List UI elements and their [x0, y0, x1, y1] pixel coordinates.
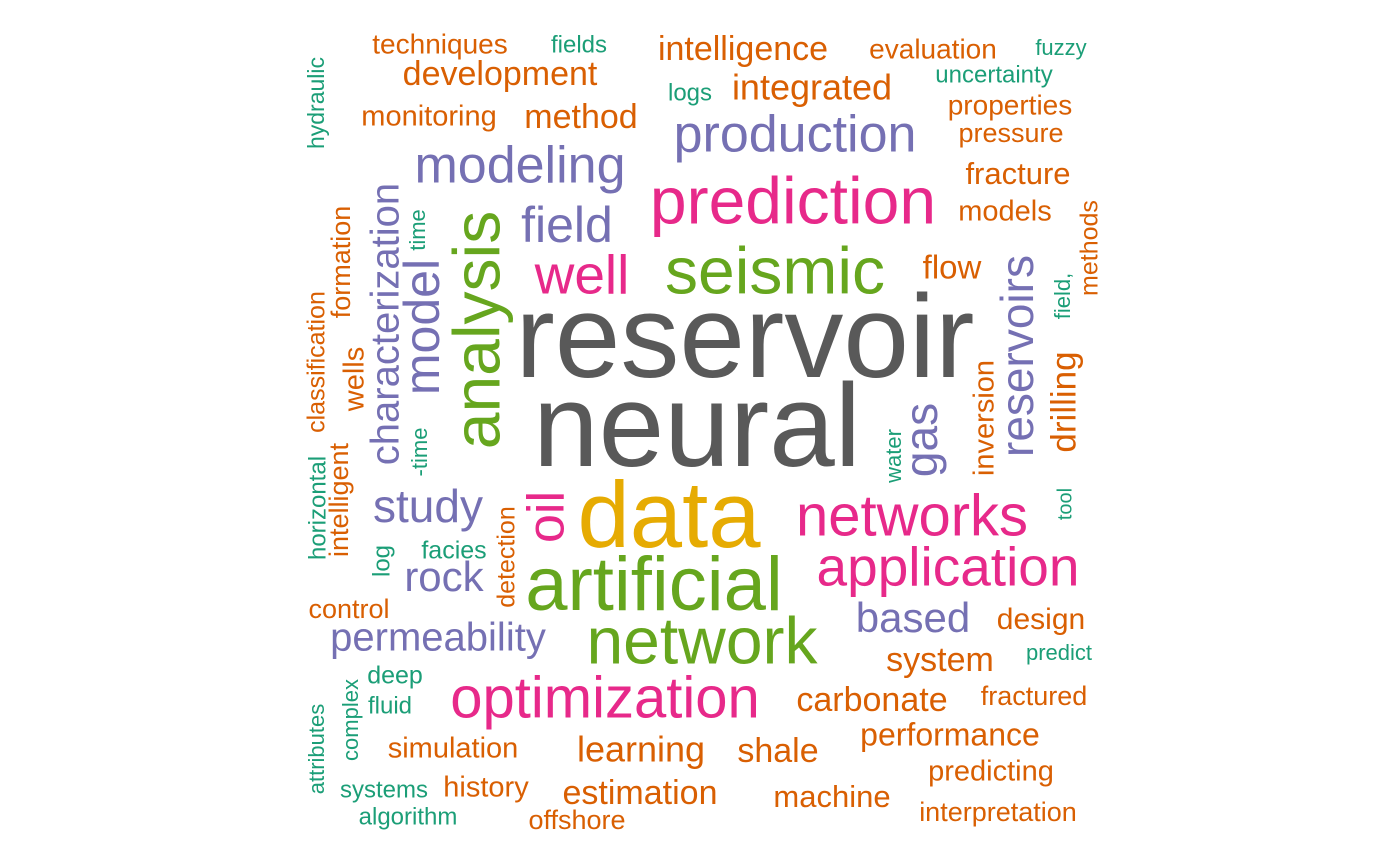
word-integrated: integrated — [732, 67, 892, 108]
word-formation: formation — [326, 206, 356, 319]
word-predict: predict — [1026, 640, 1092, 665]
word-logs: logs — [668, 79, 712, 106]
word-field: field, — [1050, 273, 1075, 319]
word-oil: oil — [518, 491, 576, 543]
word-field: field — [521, 197, 613, 253]
word-artificial: artificial — [525, 542, 783, 627]
word-classification: classification — [303, 291, 331, 433]
word-models: models — [958, 196, 1052, 228]
word-production: production — [674, 106, 917, 164]
word-control: control — [308, 594, 389, 624]
word-tool: tool — [1054, 488, 1076, 520]
word-hydraulic: hydraulic — [303, 57, 329, 149]
word-intelligent: intelligent — [324, 442, 354, 557]
word-optimization: optimization — [450, 665, 759, 730]
word-study: study — [373, 480, 483, 532]
word-pressure: pressure — [958, 118, 1063, 148]
word-uncertainty: uncertainty — [935, 61, 1052, 88]
word-intelligence: intelligence — [658, 30, 828, 68]
word-system: system — [886, 641, 994, 679]
word-machine: machine — [773, 779, 890, 814]
word-detection: detection — [493, 506, 521, 607]
word-networks: networks — [796, 483, 1028, 548]
word-attributes: attributes — [304, 704, 329, 795]
word-monitoring: monitoring — [361, 101, 496, 133]
word-fracture: fracture — [965, 156, 1070, 191]
word-application: application — [817, 536, 1080, 598]
word-characterization: characterization — [364, 183, 408, 465]
word-wells: wells — [339, 347, 371, 412]
word-analysis: analysis — [439, 211, 513, 449]
word-gas: gas — [895, 403, 947, 477]
word-properties: properties — [948, 89, 1073, 120]
word-water: water — [881, 429, 906, 484]
word-method: method — [524, 98, 637, 136]
word-fluid: fluid — [368, 692, 412, 719]
word-well: well — [534, 244, 630, 306]
word-time: time — [405, 209, 430, 251]
word-development: development — [403, 55, 598, 93]
word-seismic: seismic — [665, 233, 885, 307]
word-methods: methods — [1076, 200, 1104, 296]
word-fractured: fractured — [981, 681, 1088, 711]
word-predicting: predicting — [928, 756, 1054, 788]
word-estimation: estimation — [563, 774, 718, 812]
word-data: data — [578, 462, 762, 567]
word-simulation: simulation — [388, 733, 519, 765]
word-drilling: drilling — [1044, 351, 1083, 452]
word-history: history — [443, 772, 529, 804]
word-learning: learning — [577, 729, 705, 770]
word-design: design — [997, 603, 1085, 636]
word-carbonate: carbonate — [796, 681, 947, 719]
word-performance: performance — [860, 716, 1040, 752]
word-based: based — [856, 594, 970, 641]
word-fuzzy: fuzzy — [1035, 35, 1086, 60]
word-inversion: inversion — [969, 360, 1001, 476]
word-offshore: offshore — [528, 805, 625, 835]
word-time: -time — [407, 428, 432, 477]
word-reservoirs: reservoirs — [991, 255, 1043, 457]
word-deep: deep — [367, 662, 423, 690]
word-reservoir: reservoir — [516, 271, 975, 403]
word-prediction: prediction — [650, 163, 936, 237]
word-rock: rock — [404, 553, 484, 600]
word-complex: complex — [338, 679, 363, 761]
word-horizontal: horizontal — [304, 456, 331, 560]
word-interpretation: interpretation — [919, 797, 1077, 827]
word-neural: neural — [533, 360, 861, 492]
word-techniques: techniques — [372, 28, 507, 59]
word-flow: flow — [923, 249, 982, 286]
word-model: model — [394, 259, 450, 395]
word-facies: facies — [421, 537, 486, 565]
word-network: network — [586, 603, 818, 677]
word-evaluation: evaluation — [869, 33, 997, 64]
word-systems: systems — [340, 776, 428, 803]
word-shale: shale — [737, 732, 818, 770]
word-modeling: modeling — [414, 137, 625, 195]
word-fields: fields — [551, 31, 607, 58]
word-log: log — [368, 545, 395, 577]
word-algorithm: algorithm — [359, 803, 458, 830]
word-permeability: permeability — [330, 616, 546, 660]
